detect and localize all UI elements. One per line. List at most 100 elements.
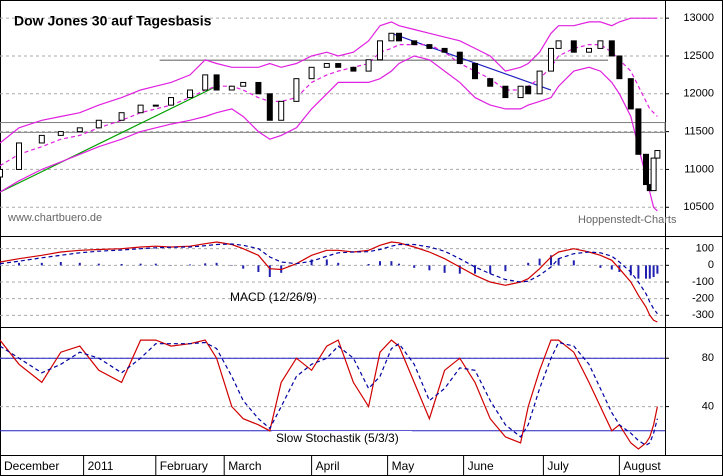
candle-body xyxy=(335,63,342,68)
stochastic-label: Slow Stochastik (5/3/3) xyxy=(276,431,399,445)
histogram-bar xyxy=(489,265,492,274)
candle-body xyxy=(350,66,357,72)
histogram-bar xyxy=(504,265,507,272)
histogram-bar xyxy=(557,258,560,266)
x-tick-label: February xyxy=(160,459,208,473)
histogram-bar xyxy=(367,264,370,266)
histogram-bar xyxy=(18,262,20,266)
candle-body xyxy=(608,40,615,57)
stochastic-line xyxy=(0,341,658,447)
histogram-bar xyxy=(268,265,271,277)
histogram-bar xyxy=(599,265,602,268)
candle-body xyxy=(411,40,418,46)
candle-body xyxy=(213,74,220,91)
histogram-bar xyxy=(443,265,446,273)
candle-body xyxy=(168,97,174,106)
candle-body xyxy=(152,104,159,107)
histogram-bar xyxy=(474,265,476,274)
histogram-bar xyxy=(337,262,340,266)
candle-body xyxy=(202,74,209,91)
candle-body xyxy=(487,78,494,87)
candle-body xyxy=(308,66,315,80)
histogram-bar xyxy=(189,264,191,266)
candle-body xyxy=(377,40,383,61)
y-tick-label: 12000 xyxy=(683,88,714,100)
label-background xyxy=(272,431,412,447)
histogram-bar xyxy=(379,261,381,266)
y-tick-label: 10500 xyxy=(683,201,714,213)
y-tick-label: 13000 xyxy=(683,12,714,24)
y-tick-label: 80 xyxy=(702,352,714,364)
candle-body xyxy=(536,70,543,95)
x-tick-label: August xyxy=(623,459,661,473)
histogram-bar xyxy=(40,262,43,266)
candle-body xyxy=(616,55,623,80)
x-tick-label: 2011 xyxy=(88,459,114,473)
x-tick-label: July xyxy=(547,459,568,473)
x-tick-label: March xyxy=(228,459,261,473)
candle-body xyxy=(118,112,125,121)
x-tick-label: April xyxy=(316,459,340,473)
histogram-bar xyxy=(97,263,100,266)
y-tick-label: -200 xyxy=(692,293,714,305)
y-tick-label: 11000 xyxy=(684,163,714,175)
y-tick-label: -300 xyxy=(692,309,714,321)
candle-body xyxy=(137,104,144,114)
candle-body xyxy=(38,134,45,144)
candle-body xyxy=(0,168,3,178)
plot: 10500 11000 11500 12000 12500 13000 -300 -200 -1… xyxy=(0,12,714,476)
candle-body xyxy=(187,89,193,99)
candle-body xyxy=(517,85,524,99)
y-tick-label: 100 xyxy=(696,243,714,255)
candle-body xyxy=(228,85,235,91)
band-line xyxy=(0,17,658,144)
candle-body xyxy=(16,142,22,170)
candle-body xyxy=(502,85,509,99)
candle-body xyxy=(635,108,642,155)
histogram-bar xyxy=(656,265,659,274)
candle-body xyxy=(555,40,562,49)
candle-body xyxy=(597,40,604,49)
y-tick-label: 11500 xyxy=(684,126,714,138)
stochastic-line xyxy=(0,339,658,450)
candle-body xyxy=(627,78,634,110)
histogram-bar xyxy=(645,265,647,279)
candle-body xyxy=(472,63,478,80)
candle-body xyxy=(95,119,102,129)
candle-body xyxy=(266,93,273,121)
histogram-bar xyxy=(59,262,62,266)
histogram-bar xyxy=(325,259,328,266)
candle-body xyxy=(57,131,64,136)
trend-line xyxy=(0,85,217,193)
candle-body xyxy=(278,100,285,121)
x-tick-label: May xyxy=(392,459,415,473)
candle-body xyxy=(570,40,577,53)
histogram-bar xyxy=(538,258,541,266)
histogram-bar xyxy=(398,263,400,266)
candle-body xyxy=(240,81,247,87)
histogram-bar xyxy=(139,263,142,266)
candle-body xyxy=(650,157,657,192)
histogram-bar xyxy=(230,265,233,266)
source: www.chartbuero.de xyxy=(7,212,102,224)
histogram-bar xyxy=(458,265,461,274)
histogram-bar xyxy=(652,265,655,277)
candle-body xyxy=(293,78,300,102)
candle-body xyxy=(456,51,463,65)
y-tick-label: -100 xyxy=(692,276,714,288)
candle-body xyxy=(76,127,83,133)
y-tick-label: 40 xyxy=(702,401,714,413)
candle-body xyxy=(365,59,372,72)
histogram-bar xyxy=(428,265,431,271)
histogram-bar xyxy=(242,265,245,269)
histogram-bar xyxy=(527,262,530,266)
candle-body xyxy=(441,47,448,53)
histogram-bar xyxy=(610,265,613,270)
candle-body xyxy=(548,47,554,72)
trend-line xyxy=(391,32,552,91)
histogram-bar xyxy=(78,262,81,266)
candle-body xyxy=(388,32,395,42)
chart-title: Dow Jones 30 auf Tagesbasis xyxy=(14,13,212,29)
